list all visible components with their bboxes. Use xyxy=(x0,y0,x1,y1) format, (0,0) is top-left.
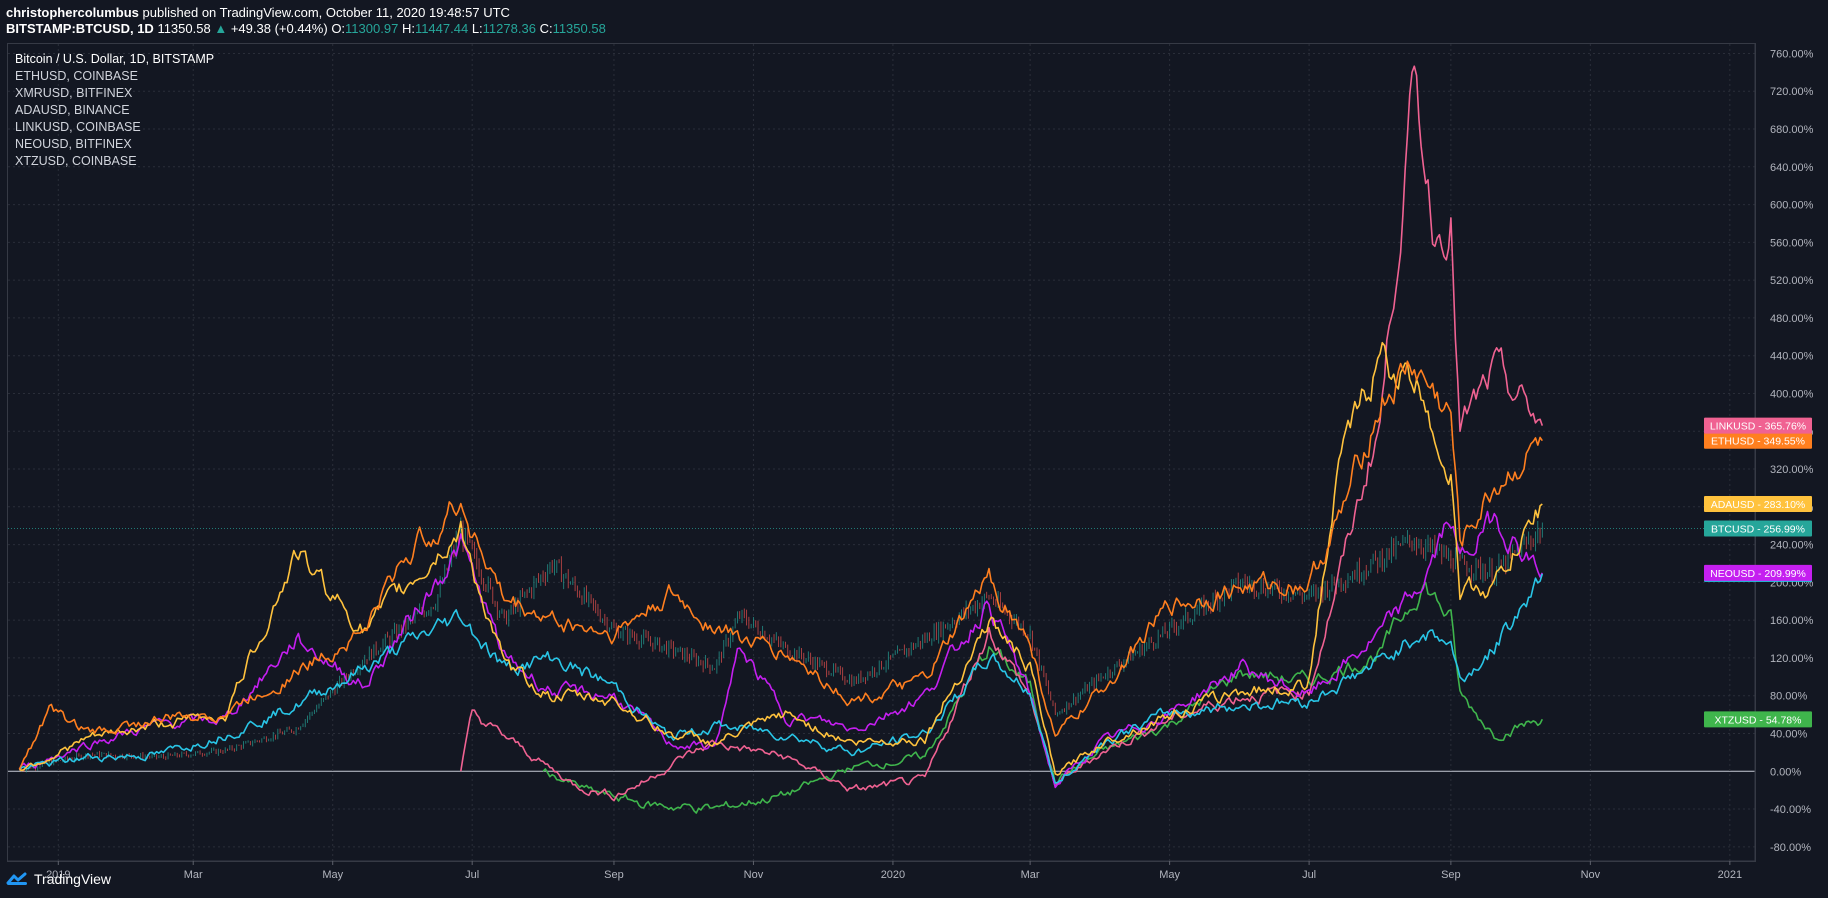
brand-footer[interactable]: TradingView xyxy=(6,869,111,889)
y-tick-label: 520.00% xyxy=(1770,275,1814,287)
series-legend: Bitcoin / U.S. Dollar, 1D, BITSTAMP ETHU… xyxy=(15,51,214,170)
y-tick-label: 760.00% xyxy=(1770,48,1814,60)
x-tick-label: May xyxy=(1159,869,1180,881)
y-tick-label: -80.00% xyxy=(1770,842,1811,854)
x-tick-label: 2020 xyxy=(881,869,905,881)
y-tick-label: 320.00% xyxy=(1770,464,1814,476)
change-value: +49.38 (+0.44%) xyxy=(230,21,328,36)
last-value-text-xtzusd: XTZUSD - 54.78% xyxy=(1715,714,1802,726)
last-value-badge-adausd xyxy=(1704,495,1812,512)
low-value: 11278.36 xyxy=(482,21,536,36)
last-value-text-ethusd: ETHUSD - 349.55% xyxy=(1711,436,1805,448)
y-tick-label: 440.00% xyxy=(1770,351,1814,363)
legend-neo[interactable]: NEOUSD, BITFINEX xyxy=(15,137,132,151)
open-label: O: xyxy=(331,21,346,36)
legend-btc[interactable]: Bitcoin / U.S. Dollar, 1D, BITSTAMP xyxy=(15,52,215,66)
legend-eth[interactable]: ETHUSD, COINBASE xyxy=(15,69,138,83)
author-name[interactable]: christophercolumbus xyxy=(6,5,139,20)
series-line-neousd xyxy=(18,510,1544,789)
last-value-badge-ethusd xyxy=(1704,432,1812,449)
y-tick-label: 240.00% xyxy=(1770,540,1814,552)
series-line-xmrusd xyxy=(18,573,1544,784)
last-value-text-neousd: NEOUSD - 209.99% xyxy=(1710,568,1806,580)
y-tick-label: 720.00% xyxy=(1770,86,1814,98)
last-value-badge-btcusd xyxy=(1704,520,1812,537)
x-tick-label: Mar xyxy=(1021,869,1040,881)
last-value-text-linkusd: LINKUSD - 365.76% xyxy=(1710,421,1806,433)
last-value-badge-linkusd xyxy=(1704,417,1812,434)
last-value-labels: BTCUSD - 256.99%ETHUSD - 349.55%XMRUSD -… xyxy=(8,417,1812,728)
x-tick-label: Nov xyxy=(1581,869,1601,881)
last-value-badge-xtzusd xyxy=(1704,711,1812,728)
last-value-text-btcusd: BTCUSD - 256.99% xyxy=(1711,524,1805,536)
y-tick-label: 640.00% xyxy=(1770,162,1814,174)
high-value: 11447.44 xyxy=(414,21,469,36)
x-tick-label: 2019 xyxy=(46,869,70,881)
high-label: H: xyxy=(401,21,415,36)
legend-link[interactable]: LINKUSD, COINBASE xyxy=(15,120,141,134)
x-tick-label: Sep xyxy=(604,869,624,881)
x-tick-label: May xyxy=(322,869,343,881)
open-value: 11300.97 xyxy=(345,21,399,36)
x-tick-label: Jul xyxy=(465,869,479,881)
y-tick-label: -40.00% xyxy=(1770,804,1811,816)
y-tick-label: 600.00% xyxy=(1770,200,1814,212)
symbol-label: BITSTAMP:BTCUSD, 1D xyxy=(6,21,154,36)
legend-xmr[interactable]: XMRUSD, BITFINEX xyxy=(15,86,133,100)
x-tick-label: Jul xyxy=(1302,869,1316,881)
last-value-text-adausd: ADAUSD - 283.10% xyxy=(1711,499,1806,511)
change-arrow-icon: ▲ xyxy=(214,21,228,36)
y-tick-label: 0.00% xyxy=(1770,766,1801,778)
y-tick-label: 560.00% xyxy=(1770,237,1814,249)
y-tick-label: 160.00% xyxy=(1770,615,1814,627)
last-price: 11350.58 xyxy=(157,21,211,36)
series-line-ethusd xyxy=(18,360,1543,770)
legend-ada[interactable]: ADAUSD, BINANCE xyxy=(15,103,130,117)
y-tick-label: 400.00% xyxy=(1770,388,1814,400)
tradingview-logo-icon xyxy=(6,872,27,885)
x-tick-label: Nov xyxy=(744,869,764,881)
y-tick-label: 120.00% xyxy=(1770,653,1814,665)
brand-name: TradingView xyxy=(34,871,112,887)
y-tick-label: 680.00% xyxy=(1770,124,1814,136)
y-tick-label: 480.00% xyxy=(1770,313,1814,325)
y-tick-label: 40.00% xyxy=(1770,728,1808,740)
legend-xtz[interactable]: XTZUSD, COINBASE xyxy=(15,154,137,168)
publish-info: christophercolumbus published on Trading… xyxy=(6,5,510,20)
close-label: C: xyxy=(539,21,553,36)
ohlc-bar: BITSTAMP:BTCUSD, 1D 11350.58 ▲ +49.38 (+… xyxy=(6,21,606,36)
series-line-linkusd xyxy=(460,65,1544,802)
grid-lines xyxy=(8,44,1755,861)
close-value: 11350.58 xyxy=(552,21,606,36)
y-tick-label: 80.00% xyxy=(1770,691,1808,703)
last-value-badge-neousd xyxy=(1704,564,1812,581)
x-tick-label: Mar xyxy=(184,869,203,881)
x-tick-label: 2021 xyxy=(1718,869,1742,881)
series-line-adausd xyxy=(19,341,1543,776)
low-label: L: xyxy=(471,21,483,36)
x-tick-label: Sep xyxy=(1441,869,1461,881)
published-text: published on TradingView.com, October 11… xyxy=(142,5,510,20)
